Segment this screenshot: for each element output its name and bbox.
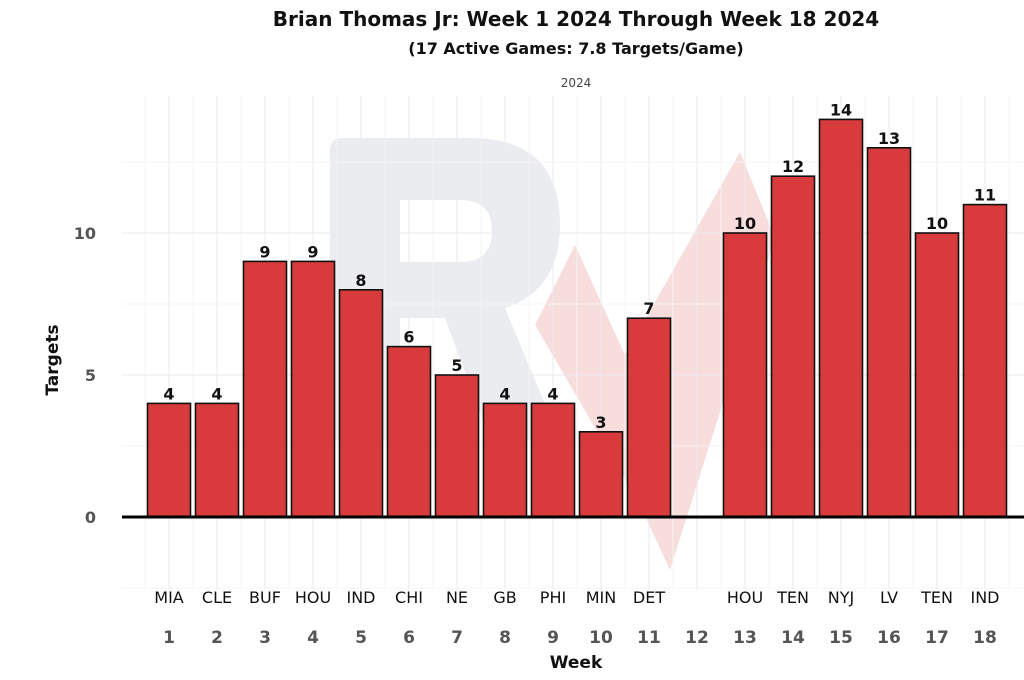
bar-week-18	[962, 203, 1008, 518]
y-tick-label: 10	[74, 224, 96, 243]
x-tick-label: 4	[307, 628, 319, 648]
bar-value-label: 7	[643, 299, 654, 318]
x-tick-label: 2	[211, 628, 223, 648]
x-tick-label: 10	[589, 628, 613, 648]
bar-week-15	[818, 118, 864, 518]
x-tick-label: 7	[451, 628, 463, 648]
bar-week-6	[386, 345, 432, 518]
bars	[122, 118, 1024, 519]
bar-value-label: 9	[259, 242, 270, 261]
bar-value-label: 3	[595, 413, 606, 432]
bar-week-2	[194, 402, 240, 518]
bar-week-8	[482, 402, 528, 518]
bar-week-17	[914, 232, 960, 518]
bar-value-label: 6	[403, 328, 414, 347]
bar-week-3	[242, 260, 288, 518]
bar-value-label: 10	[926, 214, 948, 233]
bar-week-14	[770, 175, 816, 518]
bar-value-label: 14	[830, 100, 852, 119]
y-axis-ticks: 0 5 10	[74, 224, 96, 527]
bar-week-5	[338, 288, 384, 518]
facet-label: 2024	[561, 76, 592, 90]
bar-value-label: 4	[499, 384, 510, 403]
x-tick-label: 8	[499, 628, 511, 648]
opponent-label: TEN	[920, 588, 953, 607]
bar-week-10	[578, 430, 624, 518]
x-tick-label: 6	[403, 628, 415, 648]
x-tick-label: 3	[259, 628, 271, 648]
opponent-label: MIN	[586, 588, 617, 607]
bar-week-9	[530, 402, 576, 518]
x-tick-label: 5	[355, 628, 367, 648]
bar-week-1	[146, 402, 192, 518]
bar-value-label: 10	[734, 214, 756, 233]
opponent-label: IND	[346, 588, 375, 607]
bar-week-16	[866, 147, 912, 518]
opponent-label: LV	[880, 588, 898, 607]
opponent-label: GB	[493, 588, 516, 607]
x-tick-label: 15	[829, 628, 853, 648]
opponent-label: HOU	[727, 588, 763, 607]
x-tick-label: 14	[781, 628, 805, 648]
y-tick-label: 5	[85, 366, 96, 385]
opponent-label: CLE	[202, 588, 232, 607]
bar-week-13	[722, 232, 768, 518]
x-tick-label: 13	[733, 628, 757, 648]
bar-value-label: 11	[974, 186, 996, 205]
opponent-label: MIA	[154, 588, 184, 607]
bar-week-7	[434, 374, 480, 518]
opponent-labels: MIA CLE BUF HOU IND CHI NE GB PHI MIN DET HOU TEN NYJ…	[154, 588, 999, 607]
x-axis-label: Week	[550, 653, 603, 673]
x-tick-label: 12	[685, 628, 709, 648]
opponent-label: PHI	[540, 588, 566, 607]
x-tick-label: 18	[973, 628, 997, 648]
bar-value-label: 4	[547, 384, 558, 403]
opponent-label: NE	[446, 588, 468, 607]
bar-value-label: 13	[878, 129, 900, 148]
opponent-label: IND	[970, 588, 999, 607]
opponent-label: NYJ	[828, 588, 854, 607]
x-tick-label: 9	[547, 628, 559, 648]
x-tick-label: 11	[637, 628, 661, 648]
bar-value-label: 5	[451, 356, 462, 375]
bar-value-label: 12	[782, 157, 804, 176]
y-axis-label: Targets	[43, 324, 63, 395]
bar-value-label: 4	[211, 384, 222, 403]
opponent-label: CHI	[395, 588, 423, 607]
x-tick-label: 1	[163, 628, 175, 648]
opponent-label: HOU	[295, 588, 331, 607]
bar-week-11	[626, 317, 672, 518]
chart-title: Brian Thomas Jr: Week 1 2024 Through Wee…	[273, 7, 879, 31]
bar-value-label: 4	[163, 384, 174, 403]
bar-week-4	[290, 260, 336, 518]
x-tick-label: 17	[925, 628, 949, 648]
bar-labels: 4 4 9 9 8 6 5 4 4 3 7 10 12 14 13 10 11	[163, 100, 996, 431]
opponent-label: BUF	[249, 588, 281, 607]
bar-value-label: 9	[307, 242, 318, 261]
x-axis-ticks: 1 2 3 4 5 6 7 8 9 10 11 12 13 14 15 16 17 18	[163, 628, 997, 648]
chart-subtitle: (17 Active Games: 7.8 Targets/Game)	[408, 39, 743, 58]
bar-value-label: 8	[355, 271, 366, 290]
y-tick-label: 0	[85, 508, 96, 527]
opponent-label: DET	[633, 588, 665, 607]
opponent-label: TEN	[776, 588, 809, 607]
x-tick-label: 16	[877, 628, 901, 648]
